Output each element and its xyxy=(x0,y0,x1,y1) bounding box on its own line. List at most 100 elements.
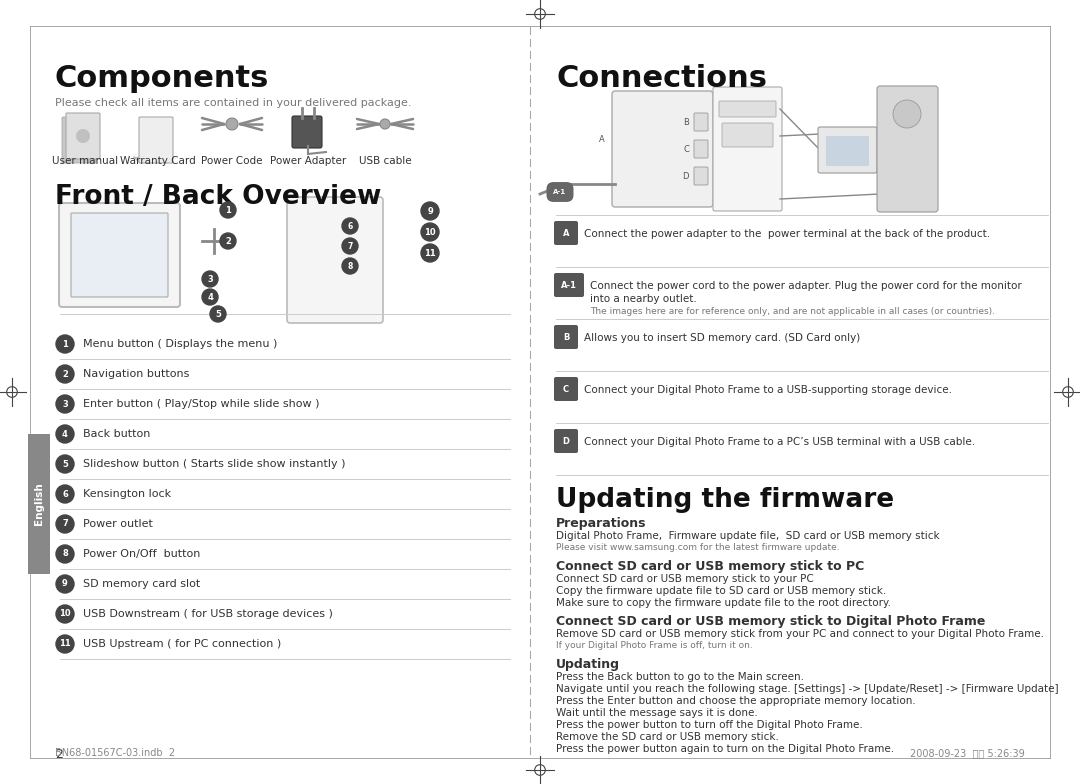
FancyBboxPatch shape xyxy=(59,203,180,307)
Text: Power Code: Power Code xyxy=(201,156,262,166)
Text: Kensington lock: Kensington lock xyxy=(83,489,171,499)
Circle shape xyxy=(380,119,390,129)
Circle shape xyxy=(421,244,438,262)
Text: A: A xyxy=(599,135,605,143)
Circle shape xyxy=(202,289,218,305)
Text: A: A xyxy=(563,228,569,238)
Text: 1: 1 xyxy=(225,205,231,215)
Text: Components: Components xyxy=(55,64,269,93)
Text: Warranty Card: Warranty Card xyxy=(120,156,195,166)
Text: 11: 11 xyxy=(424,249,436,257)
Text: 7: 7 xyxy=(63,520,68,528)
Bar xyxy=(826,136,869,166)
Text: Back button: Back button xyxy=(83,429,150,439)
Text: 8: 8 xyxy=(63,550,68,558)
Text: A-1: A-1 xyxy=(553,189,567,195)
Text: 2008-09-23  오후 5:26:39: 2008-09-23 오후 5:26:39 xyxy=(910,748,1025,758)
FancyBboxPatch shape xyxy=(62,117,96,163)
Text: D: D xyxy=(683,172,689,180)
Text: Press the Back button to go to the Main screen.: Press the Back button to go to the Main … xyxy=(556,672,804,682)
FancyBboxPatch shape xyxy=(719,101,777,117)
FancyBboxPatch shape xyxy=(139,117,173,163)
Text: 10: 10 xyxy=(59,609,71,619)
Text: BN68-01567C-03.indb  2: BN68-01567C-03.indb 2 xyxy=(55,748,175,758)
Text: Press the power button again to turn on the Digital Photo Frame.: Press the power button again to turn on … xyxy=(556,744,894,754)
Text: 5: 5 xyxy=(215,310,221,318)
Text: 5: 5 xyxy=(62,459,68,469)
Text: Enter button ( Play/Stop while slide show ): Enter button ( Play/Stop while slide sho… xyxy=(83,399,320,409)
FancyBboxPatch shape xyxy=(694,167,708,185)
Circle shape xyxy=(220,233,237,249)
Circle shape xyxy=(56,605,75,623)
Text: USB cable: USB cable xyxy=(359,156,411,166)
Text: Navigate until you reach the following stage. [Settings] -> [Update/Reset] -> [F: Navigate until you reach the following s… xyxy=(556,684,1058,694)
Text: 7: 7 xyxy=(348,241,353,251)
Text: 10: 10 xyxy=(424,227,436,237)
FancyBboxPatch shape xyxy=(877,86,939,212)
Circle shape xyxy=(893,100,921,128)
Circle shape xyxy=(56,455,75,473)
Text: Allows you to insert SD memory card. (SD Card only): Allows you to insert SD memory card. (SD… xyxy=(584,333,861,343)
Text: 2: 2 xyxy=(55,748,63,761)
FancyBboxPatch shape xyxy=(554,429,578,453)
Circle shape xyxy=(56,425,75,443)
Circle shape xyxy=(342,218,357,234)
FancyBboxPatch shape xyxy=(554,377,578,401)
Circle shape xyxy=(421,223,438,241)
Text: Power On/Off  button: Power On/Off button xyxy=(83,549,201,559)
Text: Connect SD card or USB memory stick to your PC: Connect SD card or USB memory stick to y… xyxy=(556,574,813,584)
Circle shape xyxy=(202,271,218,287)
Text: 11: 11 xyxy=(59,640,71,648)
Circle shape xyxy=(56,635,75,653)
Circle shape xyxy=(342,238,357,254)
Circle shape xyxy=(421,202,438,220)
Text: 6: 6 xyxy=(62,489,68,499)
Text: 2: 2 xyxy=(62,369,68,379)
Text: Connect the power cord to the power adapter. Plug the power cord for the monitor: Connect the power cord to the power adap… xyxy=(590,281,1022,291)
Text: 6: 6 xyxy=(348,222,353,230)
Text: into a nearby outlet.: into a nearby outlet. xyxy=(590,294,697,304)
Text: 4: 4 xyxy=(62,430,68,438)
Text: Copy the firmware update file to SD card or USB memory stick.: Copy the firmware update file to SD card… xyxy=(556,586,887,596)
Text: Press the power button to turn off the Digital Photo Frame.: Press the power button to turn off the D… xyxy=(556,720,863,730)
Text: 3: 3 xyxy=(63,400,68,408)
Bar xyxy=(28,434,50,574)
Text: Menu button ( Displays the menu ): Menu button ( Displays the menu ) xyxy=(83,339,278,349)
Text: If your Digital Photo Frame is off, turn it on.: If your Digital Photo Frame is off, turn… xyxy=(556,641,753,650)
Text: Press the Enter button and choose the appropriate memory location.: Press the Enter button and choose the ap… xyxy=(556,696,916,706)
Text: Connect SD card or USB memory stick to PC: Connect SD card or USB memory stick to P… xyxy=(556,560,864,573)
Text: Power outlet: Power outlet xyxy=(83,519,153,529)
Text: Connect your Digital Photo Frame to a USB-supporting storage device.: Connect your Digital Photo Frame to a US… xyxy=(584,385,951,395)
FancyBboxPatch shape xyxy=(713,87,782,211)
Circle shape xyxy=(56,515,75,533)
FancyBboxPatch shape xyxy=(554,221,578,245)
Text: 8: 8 xyxy=(348,262,353,270)
FancyBboxPatch shape xyxy=(723,123,773,147)
Text: 9: 9 xyxy=(427,206,433,216)
Text: 9: 9 xyxy=(63,579,68,589)
Text: Slideshow button ( Starts slide show instantly ): Slideshow button ( Starts slide show ins… xyxy=(83,459,346,469)
FancyBboxPatch shape xyxy=(287,197,383,323)
Text: 4: 4 xyxy=(207,292,213,302)
Text: Navigation buttons: Navigation buttons xyxy=(83,369,189,379)
FancyBboxPatch shape xyxy=(554,273,584,297)
FancyBboxPatch shape xyxy=(66,113,100,159)
Text: Front / Back Overview: Front / Back Overview xyxy=(55,184,381,210)
Text: B: B xyxy=(684,118,689,126)
Text: English: English xyxy=(33,483,44,525)
Text: Connect your Digital Photo Frame to a PC’s USB terminal with a USB cable.: Connect your Digital Photo Frame to a PC… xyxy=(584,437,975,447)
Text: Updating the firmware: Updating the firmware xyxy=(556,487,894,513)
Text: User manual: User manual xyxy=(52,156,118,166)
Circle shape xyxy=(56,485,75,503)
Circle shape xyxy=(56,545,75,563)
FancyBboxPatch shape xyxy=(292,116,322,148)
Circle shape xyxy=(210,306,226,322)
Text: Digital Photo Frame,  Firmware update file,  SD card or USB memory stick: Digital Photo Frame, Firmware update fil… xyxy=(556,531,940,541)
FancyBboxPatch shape xyxy=(818,127,877,173)
Text: Power Adapter: Power Adapter xyxy=(270,156,346,166)
Text: USB Upstream ( for PC connection ): USB Upstream ( for PC connection ) xyxy=(83,639,281,649)
Text: 2: 2 xyxy=(225,237,231,245)
FancyBboxPatch shape xyxy=(554,325,578,349)
Circle shape xyxy=(56,365,75,383)
Text: Connections: Connections xyxy=(556,64,767,93)
